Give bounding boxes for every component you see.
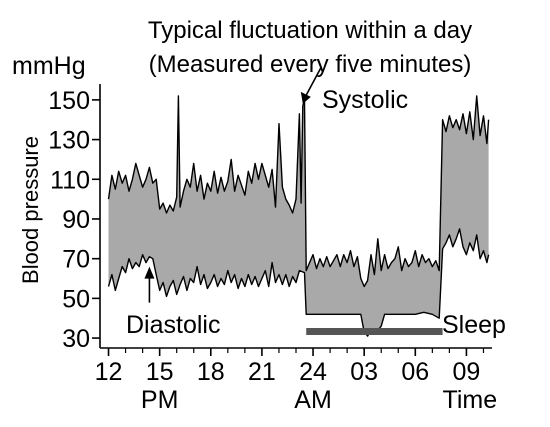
systolic-arrow: [305, 67, 322, 97]
period-label: PM: [141, 386, 179, 414]
diastolic-series-line: [107, 228, 490, 337]
y-tick-label: 30: [62, 325, 90, 353]
x-tick-label: 09: [453, 358, 481, 386]
y-tick-label: 70: [62, 246, 90, 274]
y-tick-label: 50: [62, 285, 90, 313]
pressure-band: [107, 95, 490, 337]
band-fill: [108, 95, 489, 337]
chart-title: Typical fluctuation within a day: [148, 17, 472, 44]
y-tick-label: 130: [48, 127, 90, 155]
chart-subtitle: (Measured every five minutes): [149, 51, 472, 78]
x-tick-label: 06: [401, 358, 429, 386]
diastolic-arrow-head: [144, 266, 155, 279]
diastolic-label: Diastolic: [126, 311, 220, 339]
x-tick-label: 15: [146, 358, 174, 386]
period-label: AM: [294, 386, 332, 414]
systolic-arrow-head: [300, 91, 311, 104]
sleep-bar: [306, 328, 443, 335]
x-tick-label: 03: [350, 358, 378, 386]
y-tick-labels: 30 50 70 90 110 130 150: [48, 87, 100, 353]
unit-label: mmHg: [12, 52, 86, 80]
x-tick-label: 21: [248, 358, 276, 386]
x-tick-label: 18: [197, 358, 225, 386]
y-axis-label: Blood pressure: [18, 136, 43, 284]
x-tick-label: 24: [299, 358, 327, 386]
sleep-label: Sleep: [442, 311, 506, 339]
y-tick-label: 150: [48, 87, 90, 115]
x-tick-labels: 12 15 18 21 24 03 06 09 PM AM Time: [95, 348, 498, 414]
systolic-series-line: [107, 95, 490, 288]
y-tick-label: 90: [62, 206, 90, 234]
systolic-label: Systolic: [322, 86, 408, 114]
period-label: Time: [443, 386, 498, 414]
x-tick-label: 12: [95, 358, 123, 386]
y-tick-label: 110: [50, 166, 90, 194]
